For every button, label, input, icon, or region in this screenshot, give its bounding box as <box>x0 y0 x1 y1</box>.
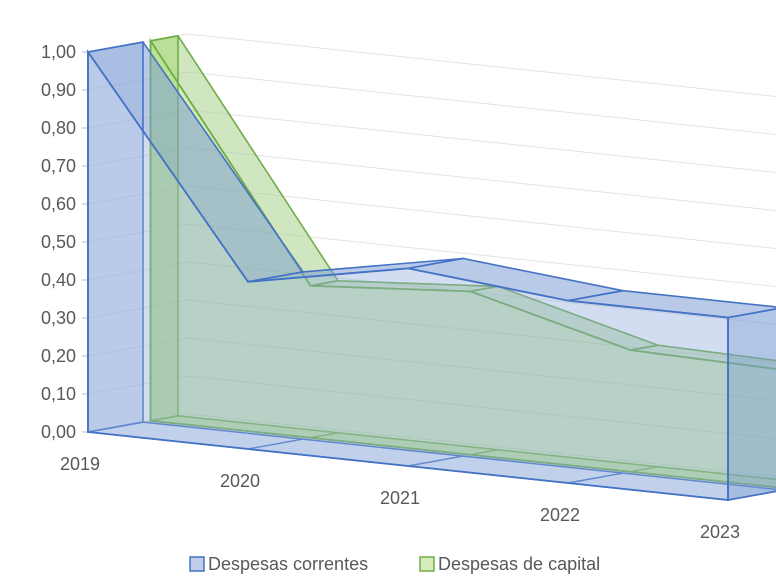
x-tick-label: 2019 <box>60 454 100 474</box>
legend-label-despesas-de-capital: Despesas de capital <box>438 554 600 574</box>
x-axis-ticks: 2019 2020 2021 2022 2023 <box>60 454 740 542</box>
y-tick-label: 0,00 <box>41 422 76 442</box>
side-gridline <box>87 223 189 243</box>
gridline <box>187 33 776 97</box>
gridline <box>187 147 776 211</box>
side-gridline <box>87 261 189 281</box>
x-tick-label: 2023 <box>700 522 740 542</box>
series-layer <box>86 34 776 502</box>
y-tick-label: 0,70 <box>41 156 76 176</box>
y-tick-label: 0,60 <box>41 194 76 214</box>
y-tick-label: 0,80 <box>41 118 76 138</box>
y-tick-label: 0,20 <box>41 346 76 366</box>
area-bottom-divider <box>567 472 624 484</box>
area-right-cap <box>727 308 776 501</box>
area-bottom-divider <box>407 455 464 467</box>
y-tick-label: 0,10 <box>41 384 76 404</box>
legend-swatch-despesas-correntes <box>189 556 205 572</box>
legend-label-despesas-correntes: Despesas correntes <box>208 554 368 574</box>
x-tick-label: 2022 <box>540 505 580 525</box>
gridline <box>187 109 776 173</box>
x-tick-label: 2020 <box>220 471 260 491</box>
legend-swatch-despesas-de-capital <box>419 556 435 572</box>
y-axis-ticks: 0,00 0,10 0,20 0,30 0,40 0,50 0,60 0,70 0,80 0,90… <box>41 42 88 442</box>
area-bottom-divider <box>310 432 339 439</box>
area-bottom-divider <box>470 449 499 456</box>
y-tick-label: 1,00 <box>41 42 76 62</box>
x-tick-label: 2021 <box>380 488 420 508</box>
y-tick-label: 0,30 <box>41 308 76 328</box>
side-gridline <box>87 337 189 357</box>
series-despesas-correntes <box>86 41 776 502</box>
y-tick-label: 0,40 <box>41 270 76 290</box>
area-bottom-divider <box>247 438 304 450</box>
side-gridline <box>87 299 189 319</box>
series-despesas-de-capital <box>149 34 776 489</box>
side-gridline <box>87 375 189 395</box>
gridline <box>187 185 776 249</box>
y-tick-label: 0,50 <box>41 232 76 252</box>
legend: Despesas correntes Despesas de capital <box>189 554 600 574</box>
area-front-face <box>87 49 729 502</box>
side-gridline <box>87 185 189 205</box>
area-front-face <box>149 37 776 489</box>
y-tick-label: 0,90 <box>41 80 76 100</box>
gridline <box>187 71 776 135</box>
area-bottom-divider <box>630 466 659 473</box>
